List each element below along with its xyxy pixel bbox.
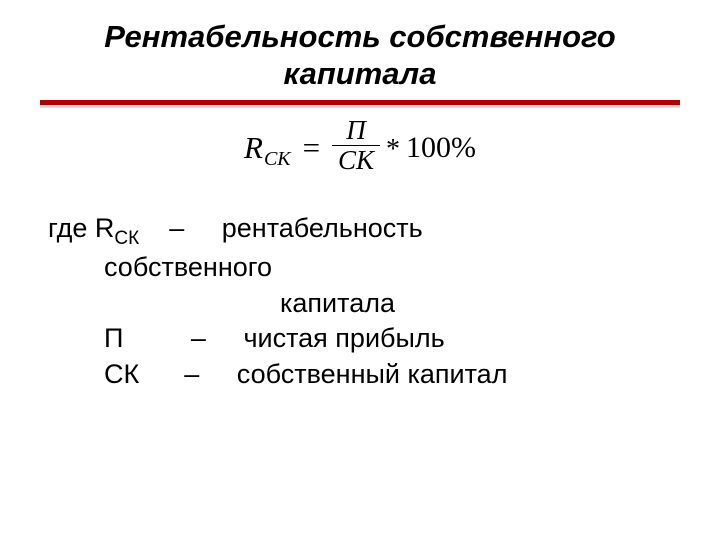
- formula-mult: *: [386, 134, 400, 166]
- def-rsk-text1: рентабельность: [222, 213, 423, 243]
- def-sk-text: собственный капитал: [237, 359, 508, 389]
- def-row-rsk: где RСК – рентабельность: [48, 211, 680, 250]
- formula-lhs-sub: СК: [264, 148, 291, 171]
- formula-lhs: R СК: [244, 130, 291, 166]
- formula-lhs-base: R: [244, 130, 263, 166]
- definitions: где RСК – рентабельность собственного ка…: [40, 211, 680, 393]
- formula-eq: =: [303, 130, 320, 166]
- formula-percent: 100%: [406, 131, 476, 165]
- formula-numerator: П: [340, 116, 372, 144]
- def-rsk-sub: СК: [114, 228, 139, 249]
- slide-title: Рентабельность собственного капитала: [40, 18, 680, 92]
- where-label: где: [48, 213, 95, 243]
- def-rsk-cont2: капитала: [48, 286, 680, 322]
- def-row-sk: СК – собственный капитал: [48, 357, 680, 393]
- def-p-dash: –: [123, 323, 243, 353]
- title-divider: [40, 100, 680, 108]
- def-row-p: П – чистая прибыль: [48, 321, 680, 357]
- def-rsk-base: R: [95, 213, 115, 243]
- def-p-sym: П: [104, 323, 123, 353]
- formula-denominator: СК: [332, 146, 380, 174]
- def-rsk-cont1: собственного: [48, 250, 680, 286]
- def-p-text: чистая прибыль: [243, 323, 444, 353]
- def-rsk-dash: –: [139, 213, 222, 243]
- def-sk-dash: –: [139, 359, 237, 389]
- def-sk-sym: СК: [104, 359, 139, 389]
- formula-fraction: П СК: [332, 116, 380, 174]
- formula: R СК = П СК * 100%: [244, 118, 476, 176]
- formula-container: R СК = П СК * 100%: [40, 118, 680, 176]
